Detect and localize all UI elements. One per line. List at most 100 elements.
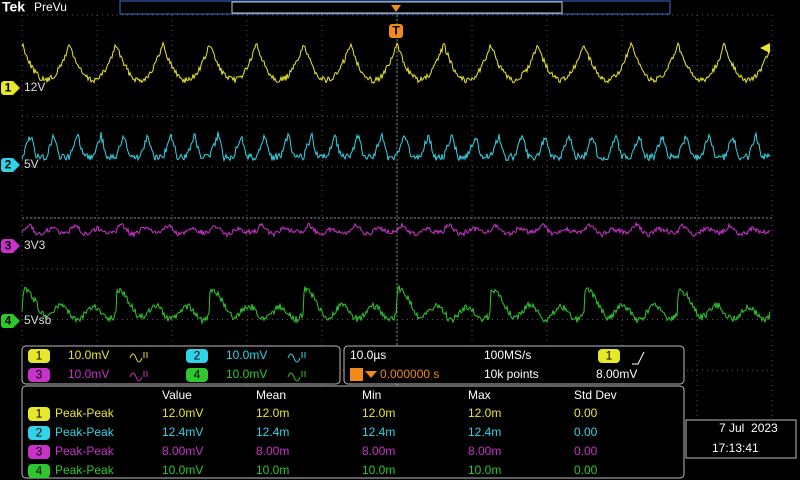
measurement-channel: 4 xyxy=(36,464,43,478)
channel-badge xyxy=(28,368,50,382)
channel-badge xyxy=(28,349,50,363)
trigger-slope xyxy=(632,351,645,365)
channel-label: 5Vsb xyxy=(24,313,52,327)
time: 17:13:41 xyxy=(712,441,759,455)
measurement-badge xyxy=(28,445,50,459)
channel-number: 2 xyxy=(5,158,12,172)
channel-marker-tip xyxy=(15,160,20,170)
trigger-icon xyxy=(350,368,363,381)
measurement-badge xyxy=(28,426,50,440)
bandwidth-icon xyxy=(287,353,301,363)
channel-label: 3V3 xyxy=(24,238,46,252)
sample-rate: 100MS/s xyxy=(484,348,531,362)
measurement-name: Peak-Peak xyxy=(55,406,115,420)
trigger-level-marker xyxy=(760,43,770,53)
measurement-cell: 10.0m xyxy=(468,463,501,477)
waveform xyxy=(21,285,771,325)
measurement-cell: 12.0mV xyxy=(162,406,203,420)
channel-number: 1 xyxy=(5,81,12,95)
measurement-cell: 0.00 xyxy=(574,463,598,477)
trigger-marker: T xyxy=(392,24,400,38)
measurement-cell: 10.0mV xyxy=(162,463,203,477)
mode: PreVu xyxy=(34,0,67,14)
channel-label: 12V xyxy=(24,80,45,94)
date: 7 Jul 2023 xyxy=(719,421,778,435)
channel-badge-number: 2 xyxy=(194,349,201,363)
trigger-level: 8.00mV xyxy=(596,367,637,381)
measurement-cell: 8.00m xyxy=(468,444,501,458)
measurement-cell: 12.4m xyxy=(362,425,395,439)
measurement-cell: 0.00 xyxy=(574,425,598,439)
waveform xyxy=(21,221,771,238)
trigger-arrow xyxy=(391,5,401,12)
measurement-panel xyxy=(21,385,685,479)
trigger-source: 1 xyxy=(606,349,613,363)
measurement-name: Peak-Peak xyxy=(55,425,115,439)
channel-number: 3 xyxy=(5,239,12,253)
measurement-cell: 12.4m xyxy=(256,425,289,439)
measurement-channel: 2 xyxy=(36,426,43,440)
measurement-cell: 0.00 xyxy=(574,406,598,420)
datetime-panel xyxy=(685,419,797,459)
measurement-channel: 1 xyxy=(36,407,43,421)
trigger-position xyxy=(389,24,403,38)
bandwidth-icon-sub xyxy=(143,371,148,377)
measurement-cell: 12.0m xyxy=(362,406,395,420)
measurement-cell: 12.4m xyxy=(468,425,501,439)
record-bar xyxy=(119,0,671,15)
bandwidth-icon xyxy=(129,353,143,363)
measurement-name: Peak-Peak xyxy=(55,444,115,458)
channel-panel xyxy=(21,345,341,385)
measurement-cell: 12.0m xyxy=(468,406,501,420)
measurement-name: Peak-Peak xyxy=(55,463,115,477)
channel-marker xyxy=(1,314,15,328)
channel-badge-number: 4 xyxy=(194,368,201,382)
measurement-channel: 3 xyxy=(36,445,43,459)
measurement-badge xyxy=(28,407,50,421)
channel-scale: 10.0mV xyxy=(68,367,109,381)
bandwidth-icon-sub xyxy=(301,352,306,358)
channel-marker xyxy=(1,239,15,253)
trigger-delay-arrow xyxy=(365,371,377,378)
channel-badge xyxy=(186,349,208,363)
trigger-source-badge xyxy=(598,349,620,363)
waveform xyxy=(21,131,771,163)
measurement-cell: 12.4mV xyxy=(162,425,203,439)
channel-marker xyxy=(1,81,15,95)
channel-badge-number: 1 xyxy=(36,349,43,363)
record-length: 10k points xyxy=(484,367,539,381)
horizontal-scale: 10.0µs xyxy=(350,348,386,362)
channel-scale: 10.0mV xyxy=(68,348,109,362)
channel-number: 4 xyxy=(5,314,12,328)
measurement-cell: 8.00mV xyxy=(162,444,203,458)
measurement-header: Std Dev xyxy=(574,388,617,402)
measurement-cell: 10.0m xyxy=(256,463,289,477)
waveform xyxy=(21,41,771,84)
trigger-delay: 0.000000 s xyxy=(380,367,439,381)
record-window xyxy=(231,1,563,14)
measurement-cell: 0.00 xyxy=(574,444,598,458)
channel-marker-tip xyxy=(15,316,20,326)
waveforms xyxy=(21,41,771,325)
channel-badge xyxy=(186,368,208,382)
bandwidth-icon-sub xyxy=(301,371,306,377)
measurement-header: Min xyxy=(362,388,381,402)
channel-badge-number: 3 xyxy=(36,368,43,382)
bandwidth-icon xyxy=(287,372,301,382)
measurement-badge xyxy=(28,464,50,478)
channel-marker-tip xyxy=(15,83,20,93)
measurement-cell: 8.00m xyxy=(256,444,289,458)
brand: Tek xyxy=(2,0,25,15)
measurement-cell: 10.0m xyxy=(362,463,395,477)
channel-marker xyxy=(1,158,15,172)
measurement-cell: 12.0m xyxy=(256,406,289,420)
channel-scale: 10.0mV xyxy=(226,367,267,381)
bandwidth-icon-sub xyxy=(143,352,148,358)
channel-marker-tip xyxy=(15,241,20,251)
measurement-header: Max xyxy=(468,388,491,402)
channel-label: 5V xyxy=(24,157,39,171)
measurement-header: Value xyxy=(162,388,192,402)
channel-scale: 10.0mV xyxy=(226,348,267,362)
bandwidth-icon xyxy=(129,372,143,382)
